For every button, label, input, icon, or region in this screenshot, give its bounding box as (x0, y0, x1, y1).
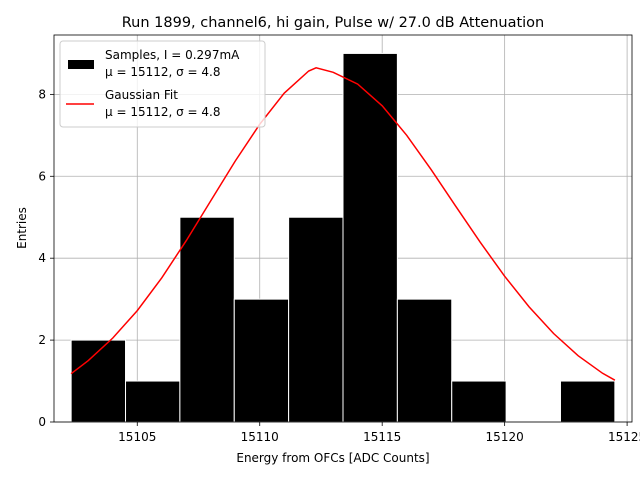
histogram-bar (179, 216, 235, 423)
histogram-bar (451, 380, 507, 423)
y-tick-label: 0 (38, 415, 46, 429)
legend-label-fit: Gaussian Fit (105, 88, 178, 102)
y-axis-ticks: 0 2 4 6 8 (38, 87, 54, 429)
y-axis-label: Entries (15, 207, 29, 249)
y-tick-label: 4 (38, 251, 46, 265)
x-axis-ticks: 15105 15110 15115 15120 15125 (118, 422, 640, 444)
gaussian-fit-line (70, 67, 616, 381)
axes-frame (53, 34, 633, 423)
x-tick-label: 15125 (608, 430, 640, 444)
y-tick-label: 8 (38, 87, 46, 101)
legend-sublabel-fit: μ = 15112, σ = 4.8 (105, 105, 221, 119)
legend-box (59, 40, 266, 128)
y-tick-label: 2 (38, 333, 46, 347)
histogram-bar (559, 380, 616, 423)
histogram-bar (233, 298, 290, 423)
legend: Samples, I = 0.297mA μ = 15112, σ = 4.8 … (59, 40, 266, 128)
chart-title: Run 1899, channel6, hi gain, Pulse w/ 27… (122, 15, 545, 31)
histogram-bar (342, 52, 398, 423)
histogram-bar (288, 216, 344, 423)
x-axis-label: Energy from OFCs [ADC Counts] (236, 451, 429, 465)
x-tick-label: 15105 (118, 430, 156, 444)
histogram-bar (70, 339, 127, 423)
x-tick-label: 15120 (486, 430, 524, 444)
histogram-bar (396, 298, 453, 423)
x-tick-label: 15110 (241, 430, 279, 444)
legend-label-samples: Samples, I = 0.297mA (105, 48, 240, 62)
legend-sublabel-samples: μ = 15112, σ = 4.8 (105, 65, 221, 79)
histogram-bars (70, 52, 616, 423)
x-tick-label: 15115 (363, 430, 401, 444)
histogram-bar (125, 380, 181, 423)
legend-swatch-samples (68, 60, 94, 69)
y-tick-label: 6 (38, 169, 46, 183)
